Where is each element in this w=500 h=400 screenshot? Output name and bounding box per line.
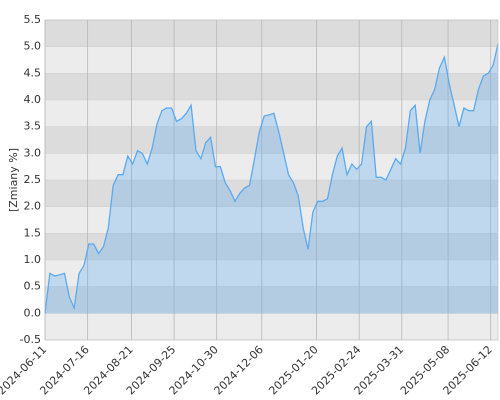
grid-band bbox=[45, 286, 498, 314]
area bbox=[45, 44, 498, 314]
grid-band bbox=[45, 46, 498, 74]
y-tick-label: 4.0 bbox=[24, 93, 42, 106]
plot-border bbox=[44, 19, 499, 341]
y-tick-label: 5.0 bbox=[24, 40, 42, 53]
y-tick-label: 3.5 bbox=[24, 120, 42, 133]
y-tick-label: 0.0 bbox=[24, 306, 42, 319]
grid-band bbox=[45, 20, 498, 47]
y-tick-label: 5.5 bbox=[24, 13, 42, 26]
y-tick-label: 4.5 bbox=[24, 66, 42, 79]
grid-band bbox=[45, 100, 498, 127]
y-tick-label: 3.0 bbox=[24, 146, 42, 159]
grid-band bbox=[45, 233, 498, 260]
line bbox=[44, 43, 499, 314]
grid-band bbox=[45, 153, 498, 180]
y-tick-label: 1.5 bbox=[24, 226, 42, 239]
y-tick-label: 2.5 bbox=[24, 173, 42, 186]
y-tick-label: 0.5 bbox=[24, 280, 42, 293]
grid-band bbox=[45, 180, 498, 207]
y-tick-label: -0.5 bbox=[20, 333, 41, 346]
grid-band bbox=[45, 260, 498, 287]
y-axis-label: [Zmiany %] bbox=[7, 148, 20, 212]
y-tick-label: 1.0 bbox=[24, 253, 42, 266]
y-tick-label: 2.0 bbox=[24, 200, 42, 213]
grid-band bbox=[45, 206, 498, 234]
grid-band bbox=[45, 73, 498, 100]
grid-band bbox=[45, 313, 498, 340]
